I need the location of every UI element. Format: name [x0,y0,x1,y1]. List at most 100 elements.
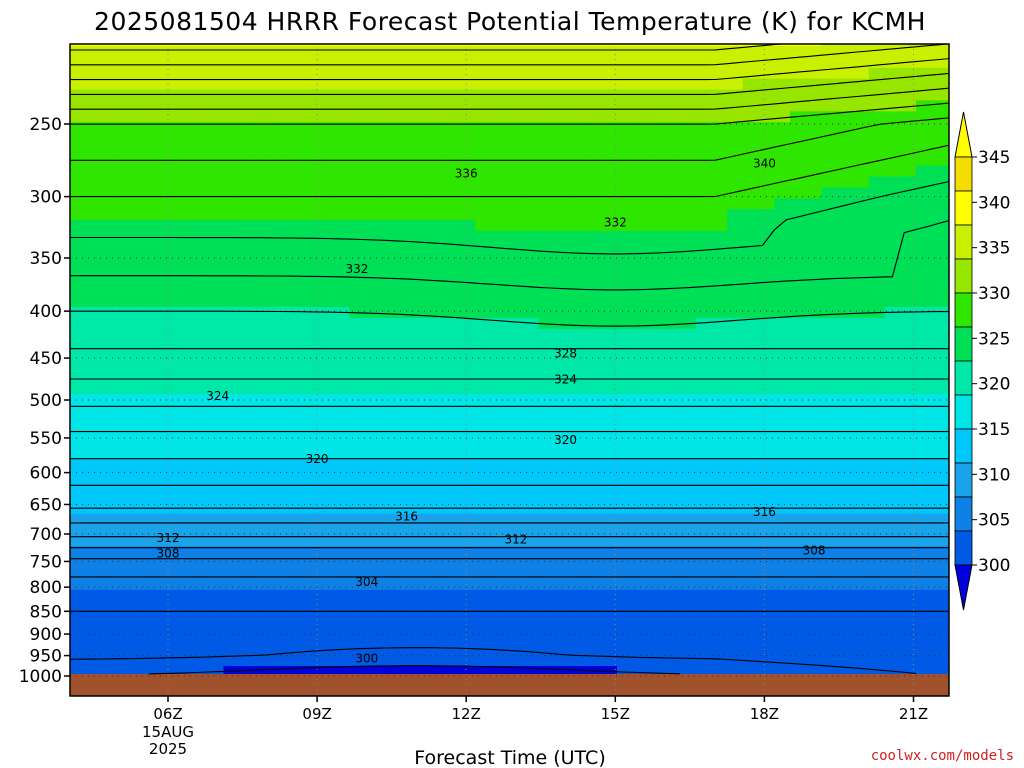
field-cell [443,579,461,591]
field-cell [947,263,949,276]
field-cell [144,600,162,613]
field-cell [837,339,854,352]
field-cell [365,187,382,199]
field-cell [506,198,524,210]
field-cell [522,44,539,47]
field-cell [380,633,398,645]
field-cell [742,535,760,547]
field-cell [239,339,256,352]
field-cell [207,89,225,102]
field-cell [742,633,760,645]
field-cell [931,198,949,210]
field-cell [223,633,240,645]
field-cell [931,230,949,243]
field-cell [821,666,838,678]
field-cell [868,655,886,667]
field-cell [727,372,744,384]
field-cell [443,622,461,634]
field-cell [302,666,319,678]
field-cell [695,122,712,134]
field-cell [302,274,319,286]
colorbar-segment [954,428,973,464]
field-cell [900,307,917,319]
field-cell [459,122,476,134]
field-cell [97,404,114,417]
field-cell [317,589,335,602]
field-cell [176,56,193,69]
field-cell [317,89,335,102]
field-cell [947,198,949,210]
field-cell [349,361,366,373]
field-cell [711,209,728,221]
field-cell [459,513,476,526]
field-cell [239,611,256,624]
field-cell [947,252,949,265]
field-cell [412,394,429,406]
field-cell [711,568,728,580]
field-cell [333,622,351,634]
field-cell [113,415,130,428]
field-cell [333,535,351,547]
field-cell [616,589,634,602]
field-cell [538,133,555,145]
field-cell [160,546,177,558]
field-cell [915,296,933,308]
field-cell [837,633,854,645]
grid-lines [70,44,949,696]
field-cell [727,78,744,91]
field-cell [837,372,854,384]
field-cell [585,459,602,471]
field-cell [97,67,114,80]
field-cell [853,491,870,504]
field-cell [711,122,728,134]
field-cell [491,600,508,613]
field-cell [207,350,225,363]
field-cell [632,241,650,254]
field-cell [70,328,83,341]
field-cell [947,459,949,471]
field-cell [317,317,335,330]
field-cell [947,350,949,363]
field-cell [239,100,256,112]
field-cell [317,252,335,265]
field-cell [585,350,602,363]
field-cell [554,230,571,243]
field-cell [317,328,335,341]
field-cell [632,44,650,47]
x-tick-label: 06Z [153,705,182,723]
field-cell [333,44,351,47]
field-cell [915,220,933,232]
field-cell [113,622,130,634]
field-cell [837,154,854,167]
field-cell [585,546,602,558]
field-cell [821,372,838,384]
field-cell [254,524,272,537]
field-cell [254,285,272,297]
field-cell [931,655,949,667]
field-cell [821,328,838,341]
field-cell [70,176,83,189]
isentrope-300 [148,665,680,675]
field-cell [790,285,807,297]
field-cell [317,579,335,591]
field-cell [727,470,744,482]
field-cell [160,133,177,145]
field-cell [853,535,870,547]
ground-mask [70,674,949,696]
field-cell [412,187,429,199]
field-cell [837,546,854,558]
field-cell [396,589,413,602]
field-cell [270,241,288,254]
field-cell [884,491,901,504]
field-cell [900,404,917,417]
field-cell [853,274,870,286]
field-cell [270,67,288,80]
field-cell [349,437,366,450]
field-cell [81,524,99,537]
field-cell [522,481,539,493]
field-cell [443,252,461,265]
field-cell [412,372,429,384]
field-cell [428,557,445,569]
field-cell [554,459,571,471]
field-cell [286,339,303,352]
